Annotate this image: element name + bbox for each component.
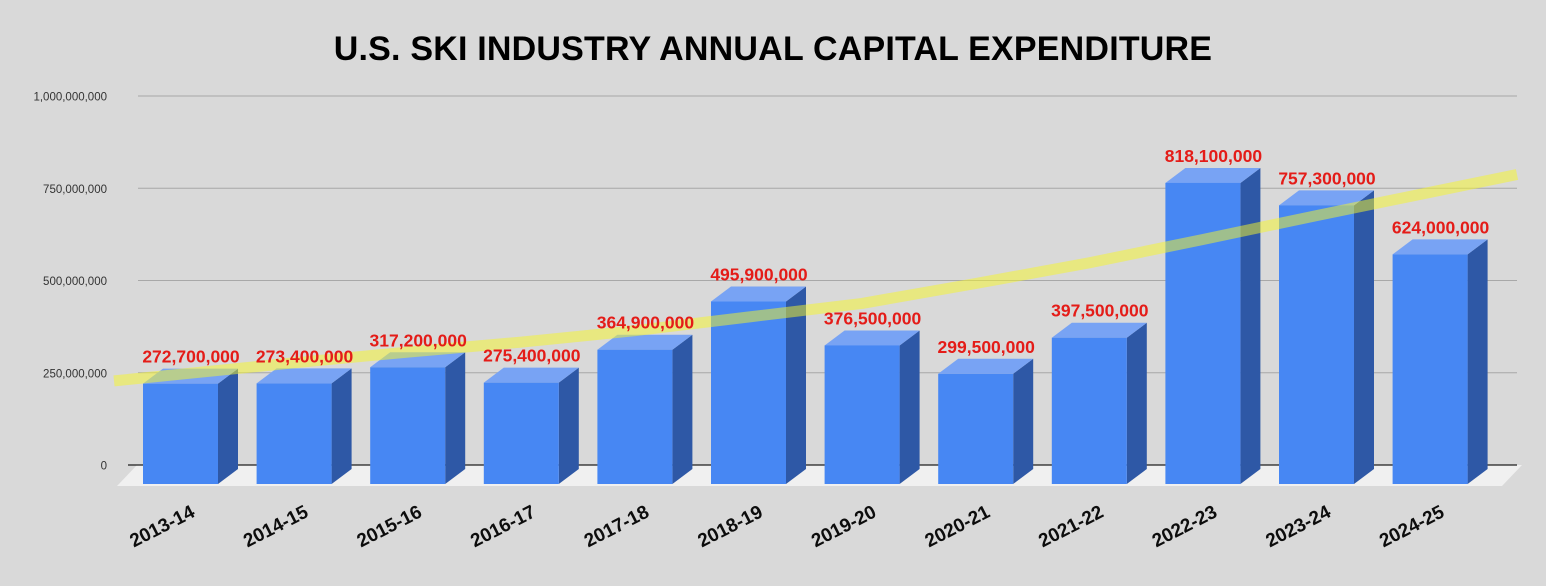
bar-value-label: 757,300,000 bbox=[1278, 168, 1376, 188]
bar-value-label: 624,000,000 bbox=[1392, 217, 1490, 237]
bar-value-label: 299,500,000 bbox=[938, 337, 1036, 357]
bar-side-face bbox=[558, 367, 579, 484]
bar-top-face bbox=[1051, 322, 1147, 338]
bar-2018-19 bbox=[711, 286, 806, 484]
bar-top-face bbox=[824, 330, 920, 346]
bar-value-label: 818,100,000 bbox=[1165, 146, 1263, 166]
bar-front-face bbox=[370, 367, 446, 484]
bar-front-face bbox=[256, 383, 332, 484]
bar-2016-17 bbox=[483, 367, 579, 484]
y-axis-tick-label: 1,000,000,000 bbox=[33, 92, 107, 104]
bar-front-face bbox=[824, 345, 900, 484]
bar-side-face bbox=[218, 368, 238, 484]
bar-top-face bbox=[1279, 190, 1374, 206]
x-axis-category-label: 2016-17 bbox=[467, 502, 539, 552]
x-axis-category-label: 2021-22 bbox=[1035, 502, 1107, 552]
x-axis-category-label: 2013-14 bbox=[127, 502, 199, 553]
bar-side-face bbox=[1240, 167, 1261, 484]
trendline bbox=[113, 169, 1519, 387]
bar-2013-14 bbox=[143, 368, 238, 484]
bar-side-face bbox=[672, 334, 693, 484]
bar-2021-22 bbox=[1051, 322, 1147, 484]
x-axis-category-label: 2022-23 bbox=[1149, 502, 1221, 552]
bar-value-label: 272,700,000 bbox=[142, 347, 240, 367]
bar-2020-21 bbox=[938, 358, 1034, 484]
bar-2023-24 bbox=[1279, 190, 1374, 484]
y-axis-tick-label: 750,000,000 bbox=[43, 184, 107, 196]
bar-front-face bbox=[597, 349, 673, 484]
bar-front-face bbox=[143, 383, 218, 484]
bar-value-label: 364,900,000 bbox=[597, 313, 695, 333]
bar-side-face bbox=[899, 330, 920, 484]
bar-2019-20 bbox=[824, 330, 920, 484]
x-axis-category-label: 2014-15 bbox=[240, 502, 312, 553]
bar-side-face bbox=[331, 368, 352, 484]
bar-value-label: 275,400,000 bbox=[483, 346, 581, 366]
bar-side-face bbox=[445, 352, 466, 484]
bar-front-face bbox=[1392, 254, 1468, 484]
x-axis-category-label: 2018-19 bbox=[695, 502, 767, 552]
x-axis-category-label: 2024-25 bbox=[1376, 502, 1448, 553]
bar-value-label: 376,500,000 bbox=[824, 308, 922, 328]
bar-front-face bbox=[483, 382, 559, 484]
bar-front-face bbox=[1165, 182, 1241, 484]
bar-front-face bbox=[938, 373, 1014, 484]
bar-value-label: 495,900,000 bbox=[710, 265, 808, 285]
bar-front-face bbox=[1051, 337, 1127, 484]
bar-top-face bbox=[938, 358, 1034, 374]
x-axis-category-label: 2023-24 bbox=[1263, 502, 1335, 553]
bar-value-label: 397,500,000 bbox=[1051, 301, 1149, 321]
bar-top-face bbox=[711, 286, 806, 302]
bar-top-face bbox=[597, 334, 693, 350]
bar-top-face bbox=[1392, 239, 1488, 255]
y-axis-tick-label: 250,000,000 bbox=[43, 368, 107, 380]
x-axis-category-label: 2019-20 bbox=[808, 502, 880, 552]
bar-side-face bbox=[1126, 322, 1147, 484]
y-axis-tick-label: 0 bbox=[101, 461, 107, 473]
bar-2014-15 bbox=[256, 368, 352, 484]
bar-side-face bbox=[1354, 190, 1374, 484]
x-axis-category-label: 2015-16 bbox=[354, 502, 426, 552]
y-axis-tick-label: 500,000,000 bbox=[43, 276, 107, 288]
bar-2022-23 bbox=[1165, 167, 1261, 484]
bar-side-face bbox=[786, 286, 806, 484]
bar-top-face bbox=[256, 368, 352, 384]
bar-front-face bbox=[711, 301, 786, 484]
chart-title: U.S. SKI INDUSTRY ANNUAL CAPITAL EXPENDI… bbox=[333, 30, 1213, 68]
bar-top-face bbox=[1165, 167, 1261, 183]
bar-side-face bbox=[1013, 358, 1034, 484]
bar-2017-18 bbox=[597, 334, 693, 484]
x-axis-category-label: 2020-21 bbox=[922, 502, 994, 553]
bar-2024-25 bbox=[1392, 239, 1488, 484]
bar-value-label: 273,400,000 bbox=[256, 346, 354, 366]
bar-side-face bbox=[1467, 239, 1488, 484]
bar-2015-16 bbox=[370, 352, 466, 484]
bar-top-face bbox=[483, 367, 579, 383]
bar-value-label: 317,200,000 bbox=[370, 330, 468, 350]
bar-front-face bbox=[1279, 205, 1354, 484]
x-axis-category-label: 2017-18 bbox=[581, 502, 653, 552]
